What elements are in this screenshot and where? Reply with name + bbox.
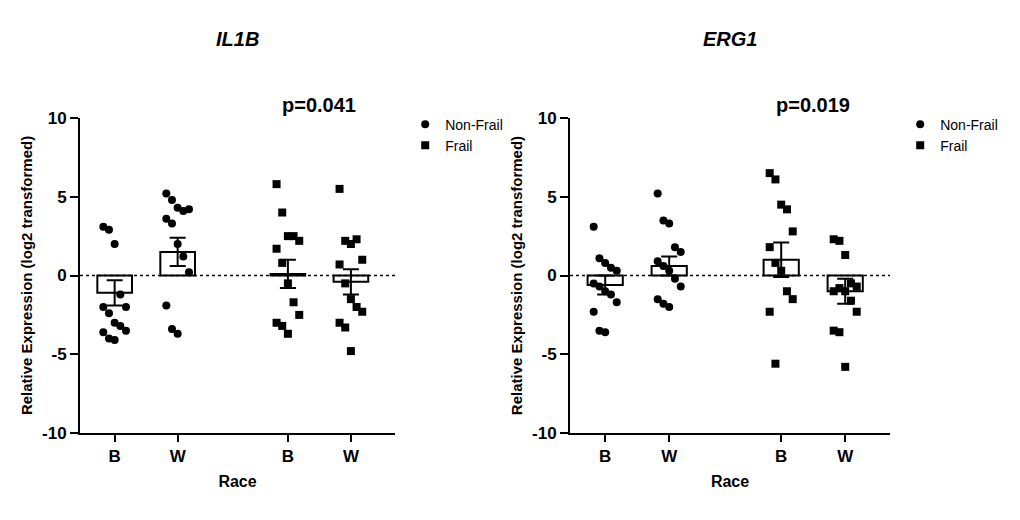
svg-text:B: B xyxy=(775,447,787,466)
svg-text:-5: -5 xyxy=(51,345,66,364)
svg-text:Non-Frail: Non-Frail xyxy=(940,117,998,133)
svg-text:-10: -10 xyxy=(42,424,67,443)
svg-text:W: W xyxy=(837,447,854,466)
svg-text:Frail: Frail xyxy=(445,138,472,154)
svg-text:10: 10 xyxy=(48,109,67,128)
svg-text:p=0.019: p=0.019 xyxy=(776,94,850,116)
svg-text:Relative Expression (log2 tran: Relative Expression (log2 transformed) xyxy=(508,136,525,415)
svg-text:-10: -10 xyxy=(532,424,557,443)
svg-text:B: B xyxy=(282,447,294,466)
svg-text:W: W xyxy=(343,447,360,466)
svg-text:5: 5 xyxy=(547,188,556,207)
svg-text:Non-Frail: Non-Frail xyxy=(445,117,503,133)
svg-text:0: 0 xyxy=(547,266,556,285)
svg-text:0: 0 xyxy=(57,266,66,285)
svg-text:B: B xyxy=(599,447,611,466)
svg-text:ERG1: ERG1 xyxy=(703,28,757,50)
svg-text:W: W xyxy=(170,447,187,466)
svg-text:Race: Race xyxy=(711,473,749,490)
svg-text:Frail: Frail xyxy=(940,138,967,154)
svg-text:Relative Expression (log2 tran: Relative Expression (log2 transformed) xyxy=(18,136,35,415)
svg-text:W: W xyxy=(661,447,678,466)
svg-text:Race: Race xyxy=(218,473,256,490)
svg-text:p=0.041: p=0.041 xyxy=(282,94,356,116)
svg-text:-5: -5 xyxy=(541,345,556,364)
svg-text:IL1B: IL1B xyxy=(216,28,259,50)
svg-text:B: B xyxy=(109,447,121,466)
svg-text:5: 5 xyxy=(57,188,66,207)
svg-text:10: 10 xyxy=(538,109,557,128)
